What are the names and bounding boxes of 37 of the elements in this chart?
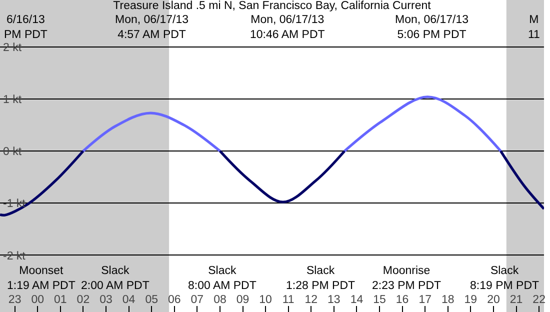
x-tick-label: 04 [122, 294, 136, 306]
x-tick-label: 15 [373, 294, 386, 306]
x-tick-label: 03 [100, 294, 112, 306]
chart-title: Treasure Island .5 mi N, San Francisco Bay, California Current [113, 0, 432, 12]
annotation: Mon, 06/17/13 4:57 AM PDT [115, 14, 189, 41]
x-tick-label: 22 [532, 294, 546, 306]
annotation: Moonset 1:19 AM PDT [7, 265, 76, 292]
annotation: Slack 1:28 PM PDT [286, 265, 356, 292]
x-tick-label: 13 [328, 294, 340, 306]
x-tick-label: 01 [54, 294, 67, 306]
x-tick-label: 23 [8, 294, 22, 306]
x-tick-label: 19 [464, 294, 478, 306]
line-series [82, 112, 222, 152]
annotation: Slack 2:00 AM PDT [81, 265, 150, 292]
x-tick-label: 18 [441, 294, 454, 306]
x-tick-label: 08 [214, 294, 226, 306]
annotation: 6/16/13 PM PDT [4, 14, 48, 41]
x-tick-label: 00 [31, 294, 44, 306]
x-tick-label: 02 [76, 294, 90, 306]
x-tick-label: 11 [282, 294, 294, 306]
x-tick-label: 16 [396, 294, 409, 306]
x-tick-label: 21 [510, 294, 523, 306]
annotation: Mon, 06/17/13 5:06 PM PDT [395, 14, 469, 41]
annotation: M 11 [528, 14, 540, 41]
x-tick-label: 05 [145, 294, 158, 306]
annotation: Slack 8:19 PM PDT [470, 265, 540, 292]
x-tick-label: 07 [190, 294, 204, 306]
annotation: Slack 8:00 AM PDT [188, 265, 256, 292]
x-tick-label: 09 [236, 294, 250, 306]
x-tick-label: 06 [168, 294, 181, 306]
x-tick-label: 14 [350, 294, 364, 306]
x-tick-label: 12 [304, 294, 318, 306]
x-tick-label: 17 [418, 294, 432, 306]
x-tick-label: 10 [259, 294, 272, 306]
annotation: Mon, 06/17/13 10:46 AM PDT [250, 14, 325, 41]
annotation: Moonrise 2:23 PM PDT [372, 265, 442, 292]
x-tick-label: 20 [487, 294, 500, 306]
